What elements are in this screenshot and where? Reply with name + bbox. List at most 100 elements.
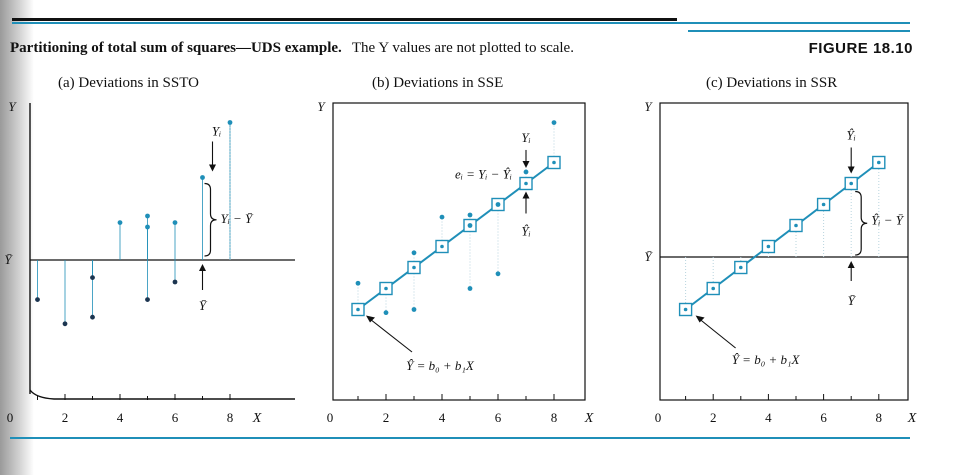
panel-c-fitted-center (683, 307, 688, 312)
panel-b-ann-eq-leader (367, 317, 413, 353)
panel-c-ann-eq-leader (697, 317, 736, 349)
panel-b-ann-yhat-arrow-head (522, 191, 530, 199)
top-rule-blue-right (688, 30, 910, 32)
caption-normal: The Y values are not plotted to scale. (351, 40, 574, 56)
panel-b-ann-yhat: Ŷᵢ (521, 224, 530, 239)
panel-b-x-tick-label: 0 (327, 410, 334, 425)
panel-a-point (145, 213, 150, 219)
figure-caption: Partitioning of total sum of squares—UDS… (10, 40, 574, 57)
panel-b-x-tick-label: 6 (495, 410, 502, 425)
panel-b-ann-eq-head (366, 315, 375, 323)
panel-a-ann-yi-arrow-head (209, 164, 216, 172)
panel-c-x-tick-label: 4 (765, 410, 772, 425)
panel-b-fitted-center (384, 286, 388, 291)
panel-c-ann-eq-head (695, 315, 705, 323)
panel-b-fitted-center (440, 244, 444, 249)
panel-b-point (467, 286, 473, 291)
panel-c-ann-eq: Ŷ = b₀ + b₁X (732, 352, 801, 367)
panel-b-x-tick-label: 2 (383, 410, 390, 425)
panel-a-ann-brace (204, 182, 217, 257)
panel-a-point (145, 297, 150, 302)
panel-b-point (439, 214, 445, 220)
panel-b-frame (332, 102, 586, 401)
top-rule-blue (12, 22, 910, 24)
panel-c-ann-mean-arrow-head (847, 261, 855, 268)
panel-c-fitted-center (877, 160, 881, 165)
panel-b-point (495, 202, 501, 207)
panel-b-point (383, 310, 389, 316)
panel-a-point (117, 220, 123, 226)
panel-a-point (200, 175, 205, 180)
panel-c-ann-dev: Ŷᵢ − Ȳ (871, 212, 905, 227)
panel-c-fitted-center (766, 244, 771, 249)
panel-c-fitted-center (821, 202, 826, 207)
panel-c-fitted-center (711, 286, 715, 291)
panel-a-x-label: X (252, 411, 262, 426)
panel-c-ann-brace (855, 190, 868, 256)
panel-b-point (467, 223, 473, 228)
panel-c-x-tick-label: 8 (876, 410, 883, 425)
panel-a-x-axis (29, 389, 295, 400)
panel-a-x-tick-label: 0 (7, 410, 14, 425)
panel-b-x-tick-label: 8 (551, 410, 558, 425)
panel-a-x-tick-label: 2 (62, 410, 69, 425)
panel-c-fitted-center (794, 223, 798, 228)
panel-a-point (172, 220, 178, 226)
panel-b-ann-eq: Ŷ = b₀ + b₁X (406, 358, 475, 373)
panel-c-ann-yhat-arrow-head (847, 166, 855, 174)
panel-c-x-tick-label: 2 (710, 410, 717, 425)
panel-b-point (411, 307, 417, 312)
panel-a-x-tick-label: 6 (172, 410, 179, 425)
panel-b-ann-yi-arrow-head (522, 160, 530, 168)
panel-a-point (62, 321, 68, 327)
figure-label: FIGURE 18.10 (808, 40, 913, 57)
panel-c-frame (659, 102, 909, 401)
panel-a-point (90, 314, 95, 320)
panel-b-y-label: Y (317, 99, 326, 114)
panel-b-point (411, 250, 417, 256)
panel-a-ann-mean: Ȳ (199, 298, 208, 313)
panel-c-mean-label: Ȳ (644, 249, 653, 264)
panel-a-mean-label: Ȳ (4, 252, 13, 267)
panel-a-point (90, 275, 95, 280)
panel-a-x-tick-label: 8 (227, 410, 234, 425)
caption-bold: Partitioning of total sum of squares—UDS… (10, 40, 342, 56)
panel-a-point (227, 120, 233, 125)
panel-b-point (467, 212, 473, 218)
panel-b-x-label: X (584, 411, 594, 426)
panel-a-y-label: Y (8, 99, 17, 114)
panel-c-ann-mean: Ȳ (848, 293, 857, 308)
panel-c-x-tick-label: 0 (655, 410, 662, 425)
panel-c-y-label: Y (644, 99, 653, 114)
panel-b-fitted-center (412, 265, 416, 270)
panel-c-fitted-center (739, 265, 743, 270)
panel-b-fitted-center (356, 307, 360, 312)
panel-b-point (523, 169, 529, 175)
panel-a-ann-yi: Yᵢ (212, 124, 221, 139)
panel-b-x-tick-label: 4 (439, 410, 446, 425)
panel-b-point (355, 280, 361, 286)
panel-b-title: (b) Deviations in SSE (372, 75, 504, 91)
bottom-rule-blue (10, 437, 910, 439)
panel-a-point (172, 279, 178, 285)
panel-b-fitted-center (524, 181, 528, 186)
top-rule-dark (12, 18, 677, 21)
panel-c-ann-yhat: Ŷᵢ (847, 128, 856, 143)
panel-a-title: (a) Deviations in SSTO (58, 75, 199, 91)
panel-c-fitted-center (849, 181, 853, 186)
panel-b-ann-yi: Yᵢ (521, 130, 530, 145)
panel-a-ann-dev: Yᵢ − Ȳ (221, 211, 255, 226)
panel-b-fitted-center (552, 160, 556, 165)
panel-c-title: (c) Deviations in SSR (706, 75, 838, 91)
panel-a-point (35, 297, 40, 302)
panel-b-ann-resid: eᵢ = Yᵢ − Ŷᵢ (455, 166, 512, 181)
panel-b-point (551, 120, 557, 125)
panel-a-point (145, 224, 150, 230)
panel-c-x-label: X (907, 411, 917, 426)
panel-a-ann-mean-arrow-head (199, 264, 206, 271)
panel-b-point (495, 271, 501, 277)
panel-c-x-tick-label: 6 (820, 410, 827, 425)
panel-a-x-tick-label: 4 (117, 410, 124, 425)
page-binding-shadow (0, 0, 34, 475)
